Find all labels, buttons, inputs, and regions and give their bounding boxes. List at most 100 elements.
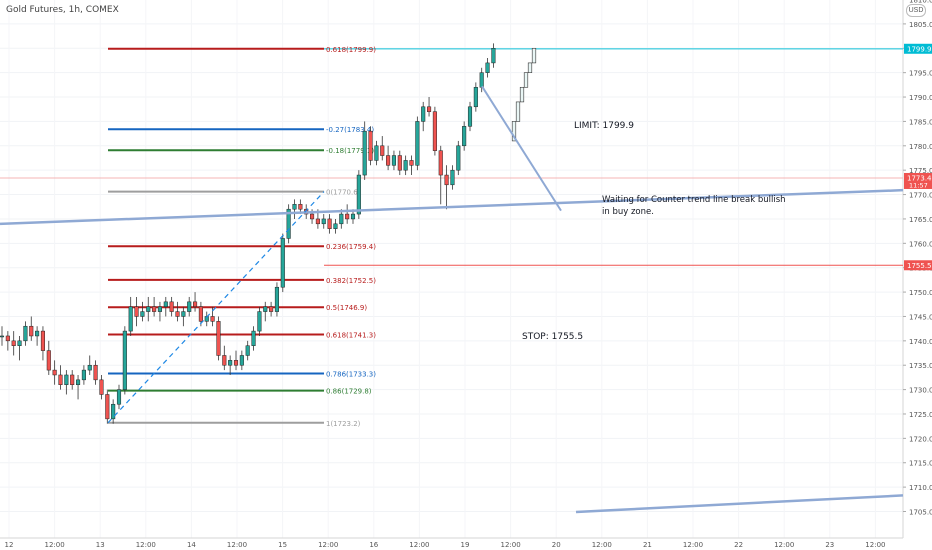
price-label-text: 1755.5 [907, 262, 932, 270]
y-tick-label: 1750.0 [909, 289, 932, 297]
candle-body [333, 223, 338, 229]
candle-body [46, 350, 51, 371]
stop-note: STOP: 1755.5 [522, 332, 583, 342]
y-tick-label: 1745.0 [909, 313, 932, 321]
candle-body [269, 306, 274, 312]
fib-level-label: -0.18(1779.1) [326, 147, 374, 155]
y-tick-label: 1810.0 [909, 0, 932, 5]
candle-body [380, 145, 385, 156]
x-tick-label: 12:00 [318, 541, 338, 549]
fib-level-label: 0.5(1746.9) [326, 304, 367, 312]
candle-body [286, 208, 291, 239]
candle-body [386, 155, 391, 166]
candle-body [321, 218, 326, 225]
price-label-text: 1773.4 [907, 174, 932, 182]
candle-body [175, 311, 180, 317]
projected-candle [515, 101, 521, 122]
candle-body [315, 218, 320, 225]
candle-body [146, 306, 151, 312]
support-trend-line [0, 188, 904, 226]
x-tick-label: 12:00 [592, 541, 612, 549]
candle-body [93, 364, 98, 381]
candle-body [70, 374, 75, 385]
y-tick-label: 1765.0 [909, 216, 932, 224]
candle-body [152, 306, 157, 312]
candle-body [257, 311, 262, 332]
fib-level-label: 0.786(1733.3) [326, 371, 376, 379]
candle-body [292, 204, 297, 210]
y-tick-label: 1705.0 [909, 509, 932, 517]
fib-level-label: 0.86(1729.8) [326, 388, 372, 396]
candle-body [327, 218, 332, 229]
candle-body [222, 355, 227, 366]
candle-body [198, 306, 203, 322]
candle-body [427, 106, 432, 112]
fib-level-label: 1(1723.2) [326, 420, 361, 428]
x-tick-label: 13 [96, 541, 105, 549]
waiting-note-line2: in buy zone. [602, 207, 654, 217]
candle-body [479, 72, 484, 88]
y-tick-label: 1720.0 [909, 435, 932, 443]
candle-body [228, 360, 233, 366]
horizontal-lines [0, 48, 903, 266]
candle-body [40, 330, 46, 351]
y-tick-label: 1730.0 [909, 387, 932, 395]
x-tick-label: 12:00 [45, 541, 65, 549]
grid [0, 0, 903, 538]
candle-body [181, 311, 186, 317]
candle-body [81, 369, 86, 381]
y-tick-label: 1715.0 [909, 460, 932, 468]
x-tick-label: 19 [461, 541, 470, 549]
price-label-countdown: 11:57 [909, 181, 928, 189]
fibonacci-retracement[interactable]: 0.618(1799.9) -0.27(1783.4) -0.18(1779.1) 0… [108, 46, 376, 428]
currency-badge[interactable]: USD [906, 4, 926, 17]
candle-body [187, 301, 192, 312]
x-tick-label: 12:00 [227, 541, 247, 549]
fib-level-label: -0.27(1783.4) [326, 126, 374, 134]
candle-body [421, 106, 426, 122]
candle-body [456, 145, 461, 171]
y-tick-label: 1760.0 [909, 240, 932, 248]
candle-body [350, 213, 356, 220]
candle-body [415, 121, 420, 166]
time-axis[interactable]: 12 12:00 13 12:00 14 12:00 15 12:00 16 12:00 19 12:… [0, 537, 903, 549]
candle-body [356, 174, 361, 215]
y-tick-label: 1735.0 [909, 362, 932, 370]
candle-body [5, 335, 10, 342]
y-tick-label: 1710.0 [909, 484, 932, 492]
candle-body [87, 364, 92, 371]
candle-body [263, 306, 268, 312]
candle-body [473, 87, 478, 108]
candle-body [368, 130, 373, 161]
trend-lines[interactable] [0, 85, 904, 514]
candle-body [58, 374, 63, 385]
candle-body [450, 169, 455, 186]
fib-diagonal-line [107, 191, 325, 424]
candle-body [157, 306, 162, 312]
lower-trend-line [575, 494, 904, 514]
y-tick-label: 1740.0 [909, 338, 932, 346]
candle-body [485, 62, 490, 73]
projected-candle [519, 86, 525, 103]
x-tick-label: 12:00 [501, 541, 521, 549]
y-tick-label: 1785.0 [909, 118, 932, 126]
projected-candle [523, 72, 529, 88]
projected-candle [511, 121, 517, 142]
counter-trend-line [481, 85, 562, 212]
price-labels: 1799.9 1773.411:57 1755.5 [904, 43, 932, 271]
candle-body [216, 321, 221, 356]
candle-body [64, 374, 69, 385]
symbol-title[interactable]: Gold Futures, 1h, COMEX [6, 5, 119, 15]
candle-body [438, 150, 443, 176]
x-tick-label: 12:00 [683, 541, 703, 549]
price-label-box [904, 43, 932, 54]
candle-body [251, 330, 256, 346]
candle-body [0, 335, 5, 338]
candlesticks [0, 43, 537, 424]
candle-body [122, 330, 127, 390]
candle-body [35, 330, 40, 337]
x-tick-label: 12 [5, 541, 14, 549]
candle-body [193, 301, 198, 307]
candle-body [140, 311, 145, 317]
